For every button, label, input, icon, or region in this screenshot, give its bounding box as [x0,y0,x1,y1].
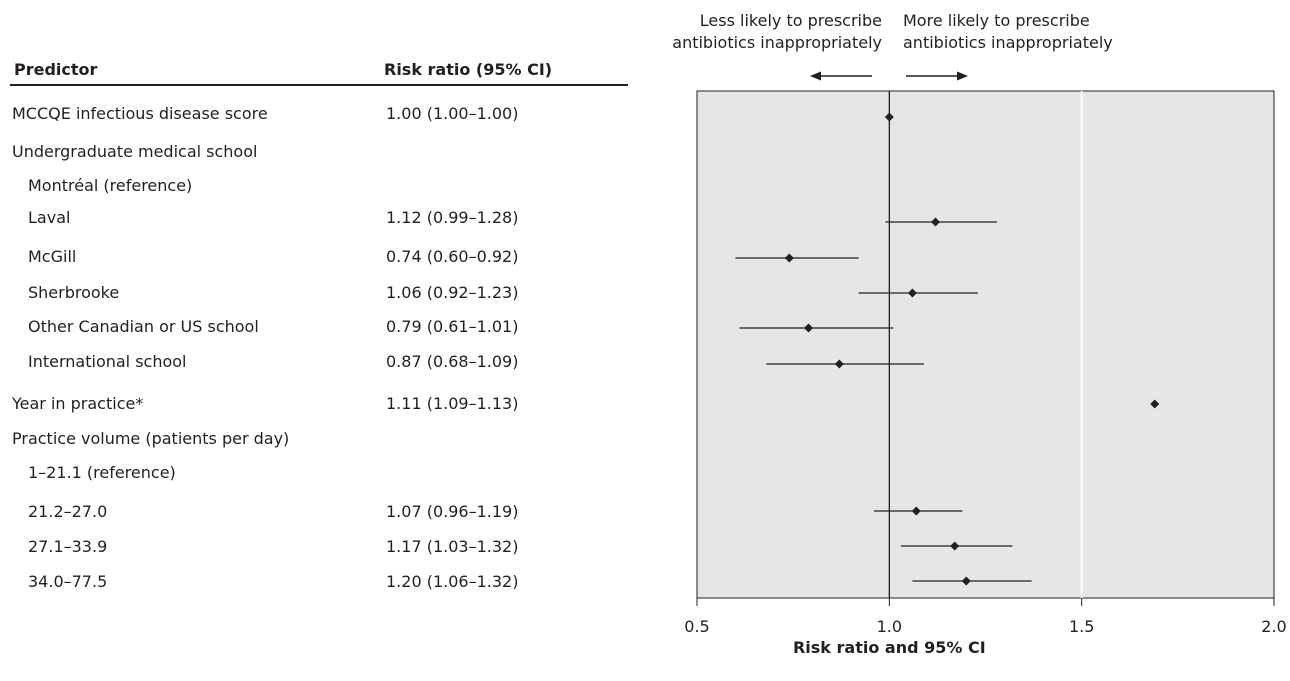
table-row: 1–21.1 (reference) [0,461,640,485]
point-estimate-marker [961,576,971,586]
less-likely-line2: antibiotics inappropriately [672,33,882,52]
table-row: MCCQE infectious disease score 1.00 (1.00… [0,102,640,126]
point-estimate-marker [950,541,960,551]
predictor-column-header: Predictor [14,60,98,79]
table-row: McGill 0.74 (0.60–0.92) [0,245,640,269]
more-likely-line1: More likely to prescribe [903,11,1090,30]
row-risk-ratio: 1.17 (1.03–1.32) [386,537,519,556]
row-label: Montréal (reference) [28,176,193,195]
more-likely-annotation: More likely to prescribe antibiotics ina… [903,10,1113,54]
point-estimate-marker [834,359,844,369]
table-row: Practice volume (patients per day) [0,427,640,451]
point-estimate-marker [784,253,794,263]
less-likely-annotation: Less likely to prescribe antibiotics ina… [656,10,882,54]
table-row: Year in practice* 1.11 (1.09–1.13) [0,392,640,416]
row-risk-ratio: 1.06 (0.92–1.23) [386,283,519,302]
row-label: Year in practice* [12,394,144,413]
row-label: Laval [28,208,71,227]
table-row: 21.2–27.0 1.07 (0.96–1.19) [0,500,640,524]
row-label: MCCQE infectious disease score [12,104,268,123]
row-label: Sherbrooke [28,283,120,302]
table-row: International school 0.87 (0.68–1.09) [0,350,640,374]
row-risk-ratio: 1.12 (0.99–1.28) [386,208,519,227]
more-likely-line2: antibiotics inappropriately [903,33,1113,52]
point-estimate-marker [930,217,940,227]
table-row: Other Canadian or US school 0.79 (0.61–1.… [0,315,640,339]
x-tick-label: 1.0 [877,617,902,636]
x-tick-label: 2.0 [1261,617,1286,636]
less-likely-line1: Less likely to prescribe [699,11,882,30]
point-estimate-marker [907,288,917,298]
x-tick-label: 1.5 [1069,617,1094,636]
table-row: Montréal (reference) [0,174,640,198]
row-label: 34.0–77.5 [28,572,108,591]
header-rule [10,84,628,86]
row-risk-ratio: 1.07 (0.96–1.19) [386,502,519,521]
risk-ratio-column-header: Risk ratio (95% CI) [384,60,553,79]
row-risk-ratio: 0.87 (0.68–1.09) [386,352,519,371]
x-axis-label: Risk ratio and 95% CI [793,638,986,657]
row-label: 27.1–33.9 [28,537,108,556]
row-label: Undergraduate medical school [12,142,258,161]
row-label: McGill [28,247,77,266]
row-risk-ratio: 0.74 (0.60–0.92) [386,247,519,266]
row-risk-ratio: 1.20 (1.06–1.32) [386,572,519,591]
row-risk-ratio: 0.79 (0.61–1.01) [386,317,519,336]
point-estimate-marker [1150,399,1160,409]
row-label: International school [28,352,187,371]
plot-panel [696,90,1275,599]
point-estimate-marker [804,323,814,333]
less-likely-arrow-head [810,71,821,81]
row-label: Other Canadian or US school [28,317,259,336]
row-label: 1–21.1 (reference) [28,463,176,482]
table-row: 34.0–77.5 1.20 (1.06–1.32) [0,570,640,594]
row-label: 21.2–27.0 [28,502,108,521]
table-row: Undergraduate medical school [0,140,640,164]
table-row: 27.1–33.9 1.17 (1.03–1.32) [0,535,640,559]
x-tick-label: 0.5 [684,617,709,636]
row-label: Practice volume (patients per day) [12,429,290,448]
row-risk-ratio: 1.00 (1.00–1.00) [386,104,519,123]
table-row: Laval 1.12 (0.99–1.28) [0,206,640,230]
row-risk-ratio: 1.11 (1.09–1.13) [386,394,519,413]
table-row: Sherbrooke 1.06 (0.92–1.23) [0,281,640,305]
point-estimate-marker [884,112,894,122]
point-estimate-marker [911,506,921,516]
more-likely-arrow-head [957,71,968,81]
